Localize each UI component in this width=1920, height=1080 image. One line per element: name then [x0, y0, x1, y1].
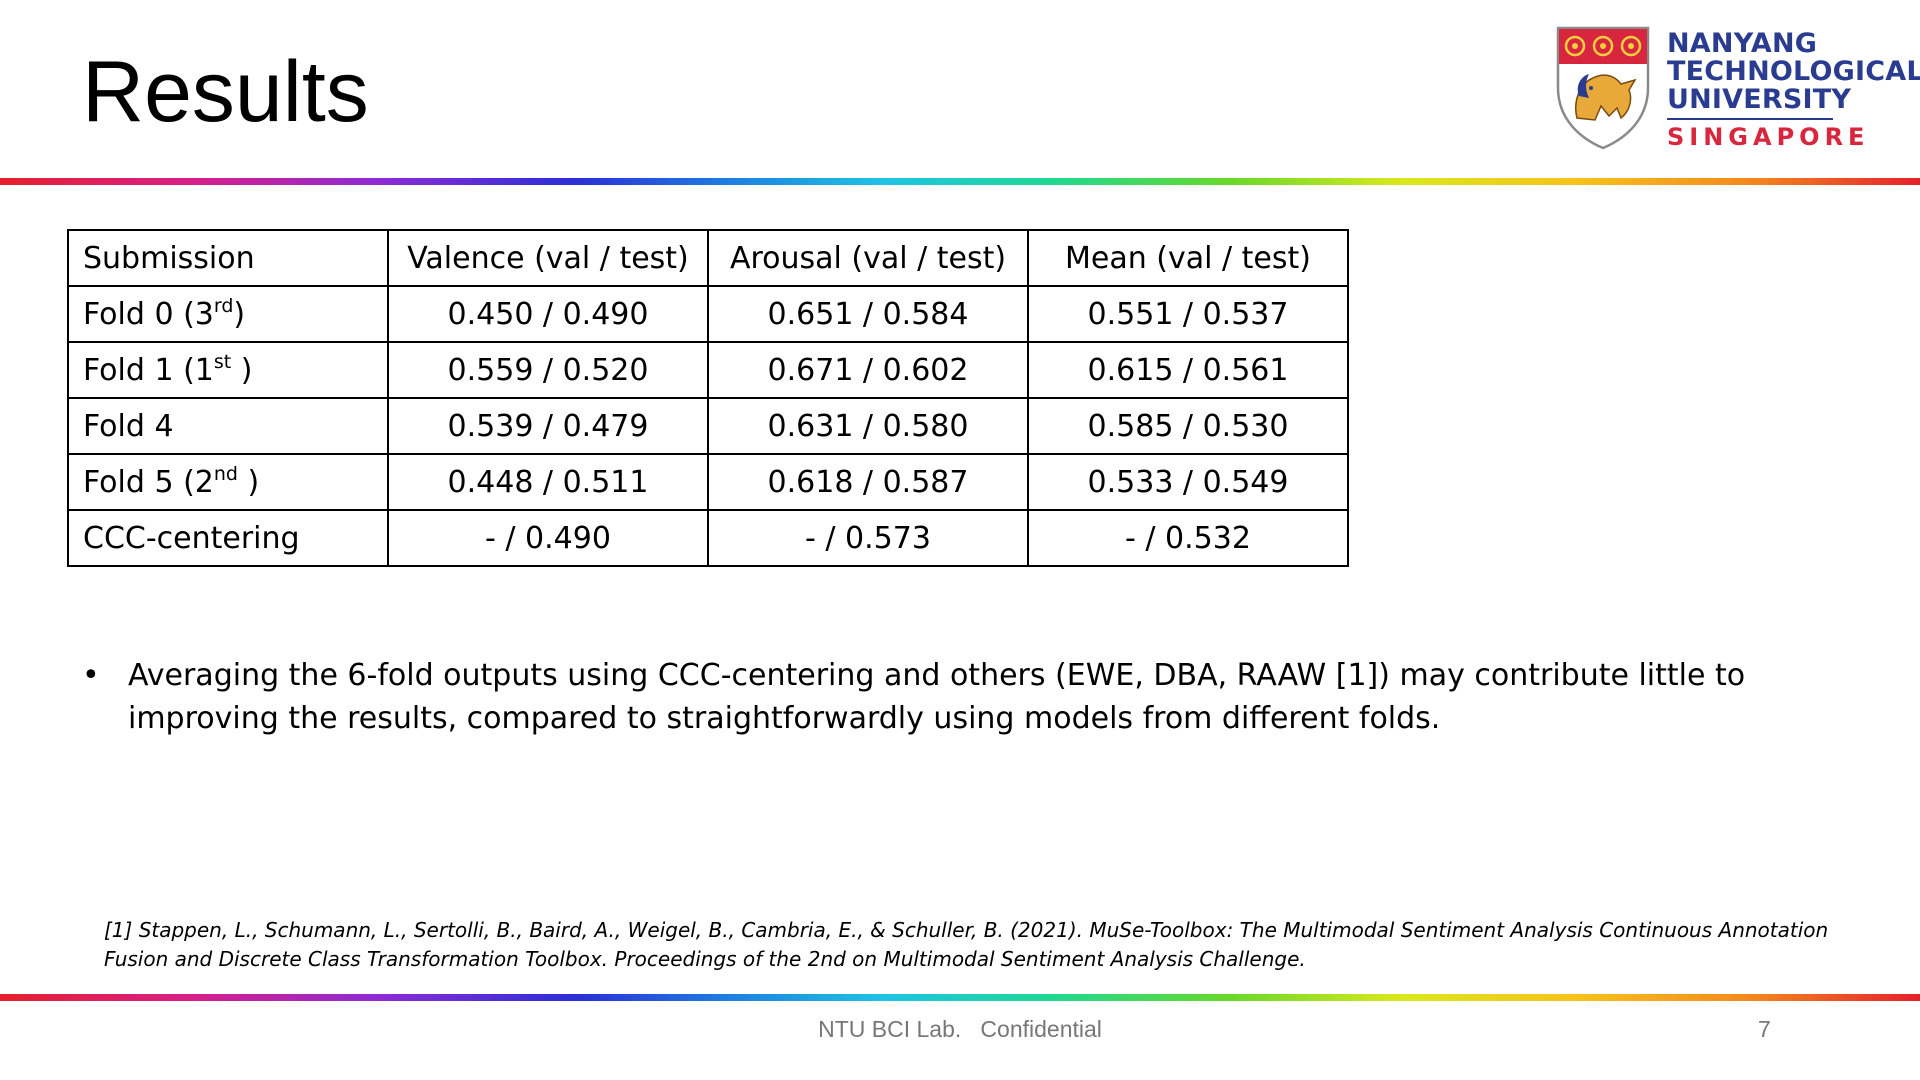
results-table: Submission Valence (val / test) Arousal … [67, 229, 1349, 567]
submission-suffix: ) [237, 464, 260, 500]
valence-cell: 0.539 / 0.479 [387, 397, 709, 455]
logo-line-nanyang: NANYANG [1667, 28, 1818, 59]
mean-cell: - / 0.532 [1027, 509, 1349, 567]
submission-cell: CCC-centering [67, 509, 389, 567]
submission-cell: Fold 0 (3rd) [67, 285, 389, 343]
valence-cell: 0.559 / 0.520 [387, 341, 709, 399]
submission-cell: Fold 4 [67, 397, 389, 455]
bullet-point: • Averaging the 6-fold outputs using CCC… [82, 654, 1802, 740]
logo-line-singapore: SINGAPORE [1667, 123, 1870, 151]
table-row: Fold 5 (2nd ) 0.448 / 0.511 0.618 / 0.58… [67, 453, 1349, 511]
valence-cell: - / 0.490 [387, 509, 709, 567]
arousal-cell: 0.618 / 0.587 [707, 453, 1029, 511]
ntu-logo: NANYANG TECHNOLOGICAL UNIVERSITY SINGAPO… [1555, 26, 1920, 154]
table-header: Mean (val / test) [1027, 229, 1349, 287]
submission-name: Fold 5 (2 [83, 464, 214, 500]
rainbow-divider-bottom [0, 994, 1920, 1001]
arousal-cell: 0.671 / 0.602 [707, 341, 1029, 399]
mean-cell: 0.533 / 0.549 [1027, 453, 1349, 511]
ntu-crest-icon [1556, 26, 1650, 150]
valence-cell: 0.448 / 0.511 [387, 453, 709, 511]
logo-line-university: UNIVERSITY [1667, 84, 1852, 115]
table-header: Valence (val / test) [387, 229, 709, 287]
submission-suffix: ) [231, 352, 253, 388]
submission-name: Fold 0 (3 [83, 296, 214, 332]
page-number: 7 [1758, 1016, 1771, 1042]
submission-cell: Fold 5 (2nd ) [67, 453, 389, 511]
table-header: Submission [67, 229, 389, 287]
logo-line-technological: TECHNOLOGICAL [1667, 56, 1920, 87]
submission-name: Fold 4 [83, 408, 174, 444]
table-row: CCC-centering - / 0.490 - / 0.573 - / 0.… [67, 509, 1349, 567]
ordinal-suffix: rd [213, 294, 234, 317]
table-header: Arousal (val / test) [707, 229, 1029, 287]
table-header-row: Submission Valence (val / test) Arousal … [67, 229, 1349, 287]
footer-text: NTU BCI Lab. Confidential [818, 1016, 1102, 1042]
arousal-cell: 0.651 / 0.584 [707, 285, 1029, 343]
university-name: NANYANG TECHNOLOGICAL UNIVERSITY [1667, 30, 1920, 114]
table-row: Fold 4 0.539 / 0.479 0.631 / 0.580 0.585… [67, 397, 1349, 455]
arousal-cell: - / 0.573 [707, 509, 1029, 567]
submission-name: CCC-centering [83, 520, 300, 556]
mean-cell: 0.615 / 0.561 [1027, 341, 1349, 399]
rainbow-divider-top [0, 178, 1920, 185]
slide-title: Results [82, 44, 369, 140]
valence-cell: 0.450 / 0.490 [387, 285, 709, 343]
logo-divider [1667, 118, 1833, 120]
table-row: Fold 1 (1st ) 0.559 / 0.520 0.671 / 0.60… [67, 341, 1349, 399]
bullet-marker: • [82, 658, 100, 693]
table-row: Fold 0 (3rd) 0.450 / 0.490 0.651 / 0.584… [67, 285, 1349, 343]
submission-name: Fold 1 (1 [83, 352, 214, 388]
bullet-text: Averaging the 6-fold outputs using CCC-c… [128, 658, 1746, 736]
mean-cell: 0.551 / 0.537 [1027, 285, 1349, 343]
mean-cell: 0.585 / 0.530 [1027, 397, 1349, 455]
submission-suffix: ) [233, 296, 246, 332]
ordinal-suffix: nd [213, 462, 238, 485]
arousal-cell: 0.631 / 0.580 [707, 397, 1029, 455]
reference-citation: [1] Stappen, L., Schumann, L., Sertolli,… [104, 918, 1829, 971]
ordinal-suffix: st [213, 350, 232, 373]
submission-cell: Fold 1 (1st ) [67, 341, 389, 399]
